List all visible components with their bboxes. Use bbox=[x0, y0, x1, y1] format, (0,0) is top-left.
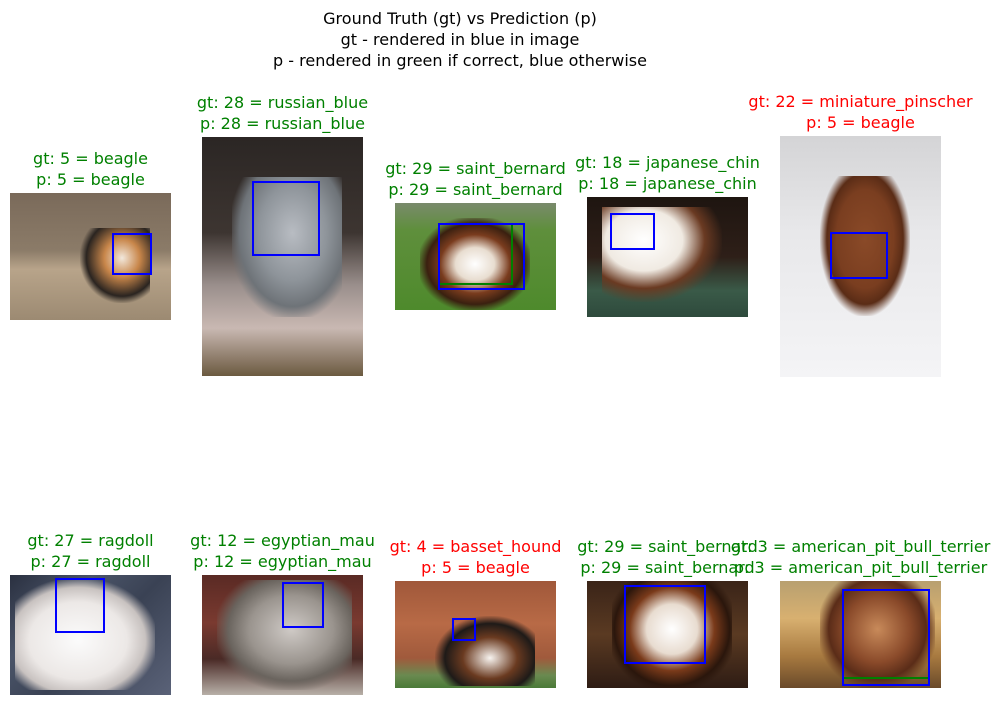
pet-photo bbox=[202, 137, 363, 376]
pet-photo bbox=[10, 193, 171, 320]
pet-photo bbox=[780, 136, 941, 377]
pet-subject bbox=[820, 581, 935, 688]
ground-truth-box bbox=[252, 181, 320, 256]
prediction-caption: p: 5 = beagle bbox=[421, 558, 530, 577]
prediction-caption: p: 5 = beagle bbox=[806, 113, 915, 132]
title-line-2: gt - rendered in blue in image bbox=[340, 30, 580, 49]
title-line-1: Ground Truth (gt) vs Prediction (p) bbox=[323, 9, 597, 28]
pet-photo bbox=[10, 575, 171, 695]
ground-truth-box bbox=[610, 213, 655, 250]
pet-subject bbox=[232, 177, 342, 317]
pet-subject bbox=[435, 616, 535, 686]
prediction-caption: p: 29 = saint_bernard bbox=[580, 558, 755, 577]
gt-caption: gt: 12 = egyptian_mau bbox=[190, 531, 375, 550]
pet-subject bbox=[80, 228, 150, 303]
pet-photo bbox=[587, 581, 748, 688]
gt-caption: gt: 22 = miniature_pinscher bbox=[748, 92, 973, 111]
ground-truth-box bbox=[112, 233, 152, 275]
ground-truth-box bbox=[438, 223, 525, 290]
pet-subject bbox=[602, 207, 722, 302]
prediction-caption: p: 29 = saint_bernard bbox=[388, 180, 563, 199]
pet-photo bbox=[587, 197, 748, 317]
pet-photo bbox=[395, 581, 556, 688]
pet-subject bbox=[15, 580, 155, 690]
pet-subject bbox=[820, 176, 910, 316]
prediction-caption: p: 27 = ragdoll bbox=[30, 552, 151, 571]
gt-caption: gt: 4 = basset_hound bbox=[389, 537, 562, 556]
ground-truth-box bbox=[830, 232, 888, 279]
figure-title: Ground Truth (gt) vs Prediction (p) gt -… bbox=[0, 8, 920, 71]
gt-caption: gt: 5 = beagle bbox=[33, 149, 148, 168]
pet-subject bbox=[612, 581, 732, 688]
ground-truth-box bbox=[452, 618, 476, 641]
gt-caption: gt: 29 = saint_bernard bbox=[577, 537, 758, 556]
title-line-3: p - rendered in green if correct, blue o… bbox=[273, 51, 647, 70]
gt-caption: gt: 3 = american_pit_bull_terrier bbox=[730, 537, 991, 556]
prediction-caption: p: 5 = beagle bbox=[36, 170, 145, 189]
pet-subject bbox=[217, 580, 352, 690]
ground-truth-box bbox=[55, 578, 105, 633]
ground-truth-box bbox=[624, 585, 706, 664]
prediction-caption: p: 28 = russian_blue bbox=[200, 114, 365, 133]
gt-caption: gt: 28 = russian_blue bbox=[196, 93, 369, 112]
ground-truth-box bbox=[842, 589, 930, 686]
pet-photo bbox=[202, 575, 363, 695]
gt-caption: gt: 18 = japanese_chin bbox=[575, 153, 760, 172]
prediction-caption: p: 12 = egyptian_mau bbox=[193, 552, 372, 571]
prediction-caption: p: 18 = japanese_chin bbox=[578, 174, 757, 193]
gt-caption: gt: 27 = ragdoll bbox=[27, 531, 154, 550]
prediction-caption: p: 3 = american_pit_bull_terrier bbox=[733, 558, 988, 577]
ground-truth-box bbox=[282, 582, 324, 628]
pet-photo bbox=[395, 203, 556, 310]
gt-caption: gt: 29 = saint_bernard bbox=[385, 159, 566, 178]
pet-photo bbox=[780, 581, 941, 688]
